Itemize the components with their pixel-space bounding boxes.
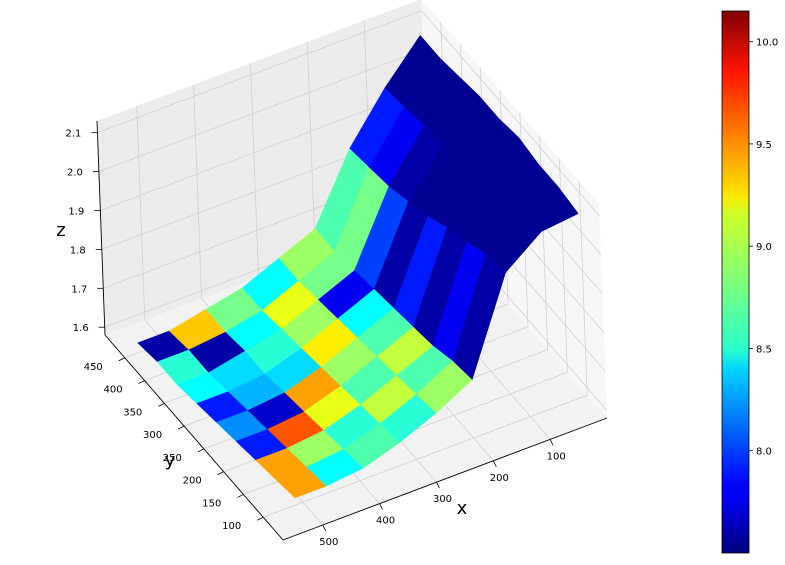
y-tick-label: 300: [143, 430, 162, 441]
grid-line: [578, 181, 588, 396]
y-tick-label: 100: [222, 521, 241, 532]
colorbar-ticks: 8.0 8.5 9.0 9.5 10.0: [749, 38, 778, 458]
x-axis-line: [282, 417, 608, 541]
grid-line: [250, 63, 259, 278]
grid-line: [193, 84, 202, 299]
y-tick-mark: [158, 402, 165, 407]
z-tick-label: 2.0: [67, 168, 83, 179]
surface-plot: [137, 34, 579, 499]
colorbar-tick-label: 8.0: [756, 447, 772, 458]
colorbar-tick-label: 9.5: [756, 140, 772, 151]
axes-lines: [91, 120, 608, 541]
y-tick-mark: [118, 357, 125, 362]
z-tick-label: 1.7: [71, 284, 87, 295]
y-tick-label: 400: [104, 385, 123, 396]
x-tick-mark: [549, 439, 554, 446]
z-tick-label: 2.1: [65, 129, 81, 140]
surface-face: [274, 466, 327, 499]
y-tick-label: 150: [202, 498, 221, 509]
y-tick-mark: [197, 448, 205, 453]
colorbar-tick-label: 8.5: [756, 345, 772, 356]
y-tick-mark: [217, 471, 224, 476]
grid-line: [421, 10, 600, 216]
z-tick-label: 1.9: [68, 207, 84, 218]
colorbar-tick-label: 10.0: [756, 38, 778, 49]
z-tick-label: 1.8: [70, 245, 86, 256]
grid-line: [136, 105, 146, 321]
x-tick-mark: [379, 503, 383, 510]
x-tick-label: 100: [547, 451, 566, 462]
z-axis-line: [96, 120, 106, 336]
y-axis-label: y: [165, 450, 176, 471]
x-tick-label: 400: [376, 516, 395, 527]
x-tick-mark: [492, 460, 497, 467]
colorbar: [721, 10, 750, 554]
y-tick-label: 250: [163, 453, 182, 464]
y-tick-label: 350: [123, 407, 142, 418]
colorbar-tick-label: 9.0: [756, 242, 772, 253]
y-tick-mark: [177, 425, 185, 430]
y-tick-label: 450: [84, 362, 103, 373]
y-tick-mark: [138, 380, 145, 384]
back-pane: [97, 0, 429, 335]
x-tick-mark: [436, 482, 440, 489]
z-axis-label: z: [56, 220, 65, 241]
x-axis-label: x: [457, 498, 468, 519]
grid-line: [263, 394, 588, 518]
z-tick-label: 1.6: [73, 323, 89, 334]
tick-labels: 1002003004005001001502002503003504004501…: [65, 129, 565, 548]
grid-line: [97, 10, 422, 134]
x-tick-label: 200: [490, 473, 509, 484]
grid-line: [306, 41, 316, 256]
y-tick-label: 200: [183, 476, 202, 487]
y-axis-line: [104, 334, 284, 541]
y-tick-mark: [237, 494, 244, 498]
x-tick-label: 500: [319, 537, 338, 548]
grid-line: [100, 88, 425, 211]
grid-line: [98, 49, 424, 172]
y-tick-mark: [257, 516, 264, 521]
x-tick-label: 300: [433, 494, 452, 505]
x-tick-mark: [322, 524, 327, 532]
